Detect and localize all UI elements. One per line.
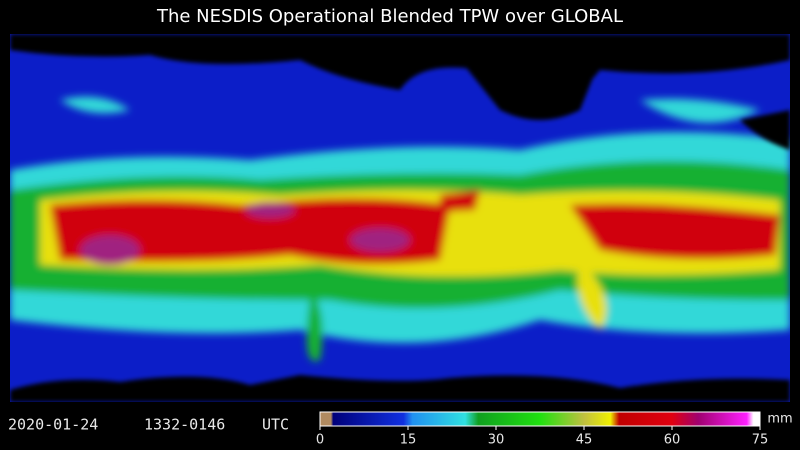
scale-tick-label: 60 <box>664 433 681 448</box>
scale-tick-label: 45 <box>576 433 593 448</box>
scale-tick-label: 15 <box>400 433 417 448</box>
color-scale <box>319 411 761 427</box>
scale-tick-label: 0 <box>316 433 324 448</box>
date: 2020-01-24 <box>8 416 98 434</box>
title: The NESDIS Operational Blended TPW over … <box>156 6 623 27</box>
scale-tick-label: 75 <box>752 433 769 448</box>
unit: mm <box>767 412 792 427</box>
scale-tick-label: 30 <box>488 433 505 448</box>
tpw-map <box>10 34 790 402</box>
zone: UTC <box>262 416 289 434</box>
color-scale-ticks: 0 15 30 45 60 75 <box>316 426 768 448</box>
time: 1332-0146 <box>144 416 225 434</box>
